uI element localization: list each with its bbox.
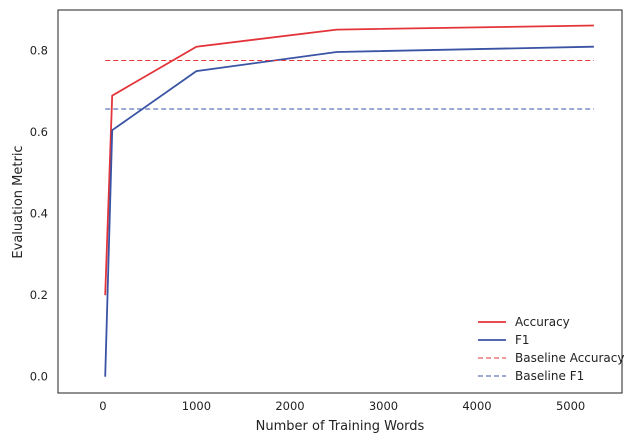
x-tick-label: 2000 — [275, 399, 304, 413]
series-line-1 — [104, 45, 594, 377]
y-tick-label: 0.2 — [30, 288, 48, 302]
y-axis-ticks: 0.0 0.2 0.4 0.6 0.8 — [30, 44, 48, 384]
x-axis-label: Number of Training Words — [256, 419, 425, 434]
x-axis-ticks: 0 1000 2000 3000 4000 5000 — [99, 399, 585, 413]
legend-label-1: F1 — [515, 333, 530, 347]
x-tick-label: 1000 — [182, 399, 211, 413]
y-tick-label: 0.6 — [30, 125, 48, 139]
y-axis-label: Evaluation Metric — [11, 145, 26, 258]
legend-label-3: Baseline F1 — [515, 369, 584, 383]
y-tick-label: 0.0 — [30, 370, 48, 384]
x-tick-label: 5000 — [556, 399, 585, 413]
legend-label-2: Baseline Accuracy — [515, 351, 624, 365]
x-tick-label: 4000 — [462, 399, 491, 413]
series-line-0 — [104, 24, 594, 296]
series-layer — [104, 24, 594, 377]
x-tick-label: 3000 — [369, 399, 398, 413]
plot-area — [57, 9, 623, 394]
y-tick-label: 0.8 — [30, 44, 48, 58]
legend-label-0: Accuracy — [515, 315, 570, 329]
x-tick-label: 0 — [99, 399, 106, 413]
y-tick-label: 0.4 — [30, 207, 48, 221]
legend: Accuracy F1 Baseline Accuracy Baseline F1 — [478, 315, 624, 383]
